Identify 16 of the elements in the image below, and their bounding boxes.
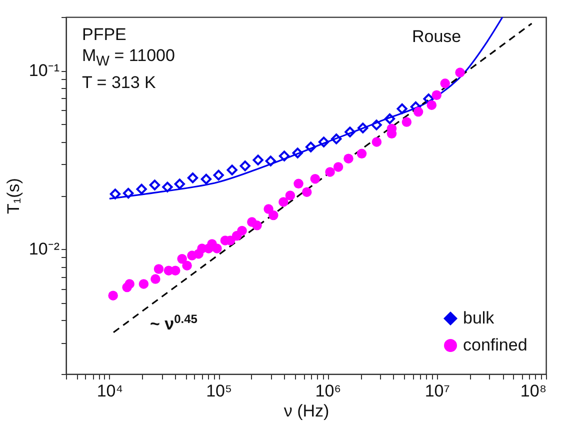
legend-label: confined	[463, 336, 528, 354]
x-tick-label: 10⁸	[520, 382, 546, 400]
legend-label: bulk	[463, 308, 495, 328]
annotation: T = 313 K	[82, 72, 157, 94]
x-tick-label: 10⁵	[206, 382, 232, 400]
x-tick-label: 10⁴	[96, 382, 124, 400]
annotation: M$_{W}$ = 11000	[82, 45, 175, 72]
y-tick-label: 10⁻²	[28, 240, 60, 259]
x-tick-label: 10⁶	[315, 382, 342, 400]
annotation: PFPE	[82, 24, 128, 45]
annotation: ~ ν$^{0.45}$	[150, 312, 198, 335]
x-axis-title: ν (Hz)	[284, 402, 330, 420]
annotation: Rouse	[412, 27, 462, 47]
y-axis-title: T₁(s)	[4, 178, 23, 214]
x-tick-label: 10⁷	[424, 382, 450, 400]
y-tick-label: 10⁻¹	[28, 61, 60, 80]
